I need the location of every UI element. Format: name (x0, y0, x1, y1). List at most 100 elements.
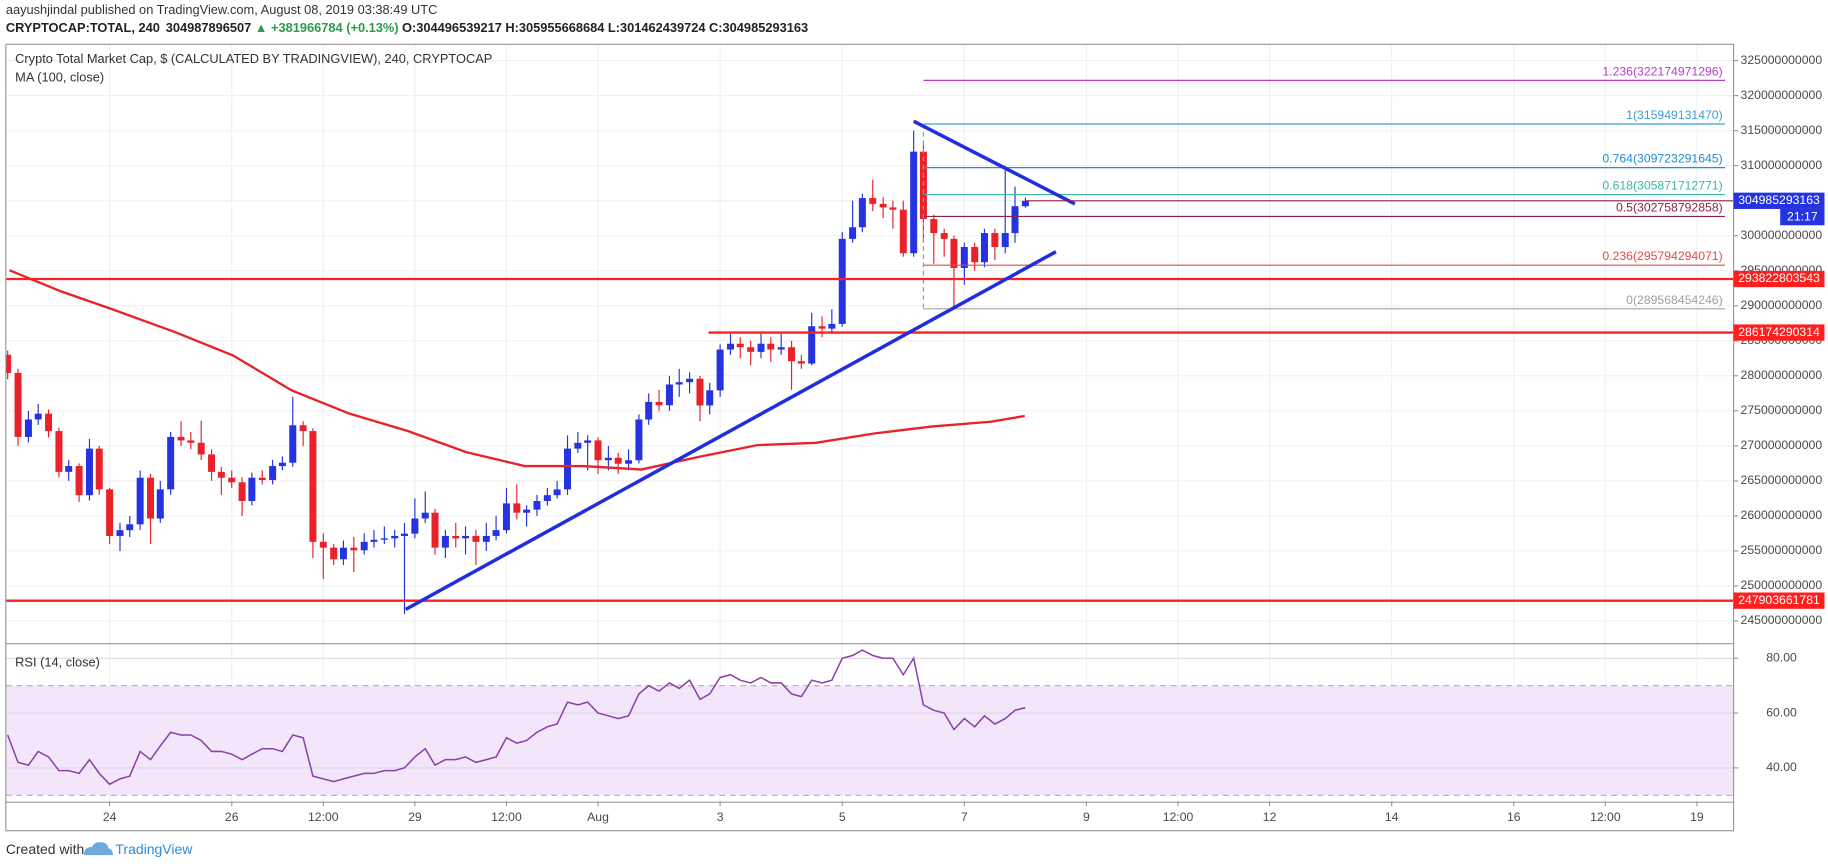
x-tick-label: 9 (1083, 810, 1090, 824)
candle-body (818, 326, 826, 329)
candle-body (543, 495, 551, 502)
x-tick-label: 19 (1690, 810, 1704, 824)
candle-body (777, 347, 785, 350)
candle-body (208, 454, 216, 472)
fib-label: 1(315949131470) (1626, 108, 1723, 122)
candle-body (797, 361, 805, 364)
change: ▲ +381966784 (+0.13%) (255, 21, 399, 36)
candle-body (757, 343, 765, 352)
candle-body (584, 440, 592, 443)
candle-body (727, 343, 735, 350)
axes (5, 43, 1735, 832)
symbol-line: CRYPTOCAP:TOTAL, 240 304987896507 ▲ +38196… (6, 21, 808, 36)
candle-body (625, 460, 633, 464)
candle-body (788, 347, 796, 362)
candle-body (319, 541, 327, 548)
ohlc-high: H:305955668684 (505, 21, 605, 36)
footer-brand: TradingView (115, 841, 193, 857)
candle-body (858, 198, 866, 228)
last-value: 304987896507 (166, 21, 252, 36)
footer-text: Created with (6, 841, 84, 857)
candle-body (197, 442, 205, 455)
y-tick-label: 80.00 (1766, 651, 1797, 665)
ma-legend: MA (100, close) (15, 69, 104, 84)
candle-body (971, 246, 979, 263)
candle-body (879, 203, 887, 208)
logo (83, 842, 114, 856)
frame (5, 43, 1735, 832)
rsi-panel (5, 649, 1734, 796)
y-tick-label: 275000000000 (1741, 403, 1823, 417)
fib-label: 0.764(309723291645) (1602, 152, 1722, 166)
countdown-box (1780, 208, 1825, 226)
last-price-box (1733, 192, 1825, 209)
candle-body (278, 462, 286, 467)
candle-body (604, 457, 612, 461)
candle-body (289, 425, 297, 463)
candle-body (45, 413, 53, 432)
candle-body (187, 440, 195, 443)
candle-body (889, 207, 897, 210)
candle-body (299, 425, 307, 432)
labels: 245000000000 250000000000 255000000000 2600… (103, 53, 1825, 824)
y-tick-label: 270000000000 (1741, 438, 1823, 452)
candle-body (645, 401, 653, 420)
y-tick-label: 250000000000 (1741, 578, 1823, 592)
trend-line (912, 119, 1076, 206)
symbol: CRYPTOCAP:TOTAL, 240 (6, 21, 160, 36)
candle-body (421, 512, 429, 519)
candle-body (136, 477, 144, 525)
candle-body (482, 535, 490, 542)
candle-body (309, 431, 317, 542)
candle-body (706, 390, 714, 406)
candle-body (849, 227, 857, 239)
candle-body (95, 448, 103, 490)
price-box-label: 247903661781 (1738, 593, 1820, 607)
candle-body (686, 378, 694, 383)
candle-body (696, 378, 704, 406)
rsi-legend: RSI (14, close) (15, 654, 100, 669)
candle-body (594, 440, 602, 461)
candle-body (156, 489, 164, 519)
y-tick-label: 255000000000 (1741, 543, 1823, 557)
candle-body (269, 466, 277, 481)
candle-body (55, 431, 63, 472)
ohlc-low: L:301462439724 (608, 21, 707, 36)
y-tick-label: 310000000000 (1741, 158, 1823, 172)
candle-body (431, 512, 439, 548)
candle-body (991, 233, 999, 247)
candle-body (370, 539, 378, 542)
y-tick-label: 260000000000 (1741, 508, 1823, 522)
candle-body (147, 477, 155, 519)
candle-body (85, 448, 93, 496)
candle-body (655, 401, 663, 406)
candle-body (472, 535, 480, 542)
candle-body (462, 535, 470, 539)
candle-body (75, 466, 83, 496)
candle-body (360, 541, 368, 551)
candle-body (502, 503, 510, 531)
candle-body (5, 354, 12, 373)
fib-label: 0.236(295794294071) (1602, 249, 1722, 263)
candle-body (574, 442, 582, 449)
x-tick-label: 5 (839, 810, 846, 824)
candle-body (635, 419, 643, 461)
candle-body (116, 530, 124, 536)
x-tick-label: 29 (408, 810, 422, 824)
rsi-band (5, 685, 1734, 796)
y-tick-label: 245000000000 (1741, 613, 1823, 627)
ma-line (9, 269, 1025, 471)
price-box (1733, 324, 1825, 341)
fib-label: 0(289568454246) (1626, 293, 1723, 307)
candle-body (400, 533, 408, 536)
candle-body (910, 151, 918, 254)
last-price-label: 304985293163 (1738, 193, 1820, 207)
candle-body (716, 349, 724, 391)
candle-body (828, 323, 836, 329)
y-tick-label: 315000000000 (1741, 123, 1823, 137)
x-tick-label: 12:00 (308, 810, 339, 824)
main-panel (5, 79, 1734, 614)
ohlc-open: O:304496539217 (402, 21, 502, 36)
candle-body (869, 198, 877, 204)
